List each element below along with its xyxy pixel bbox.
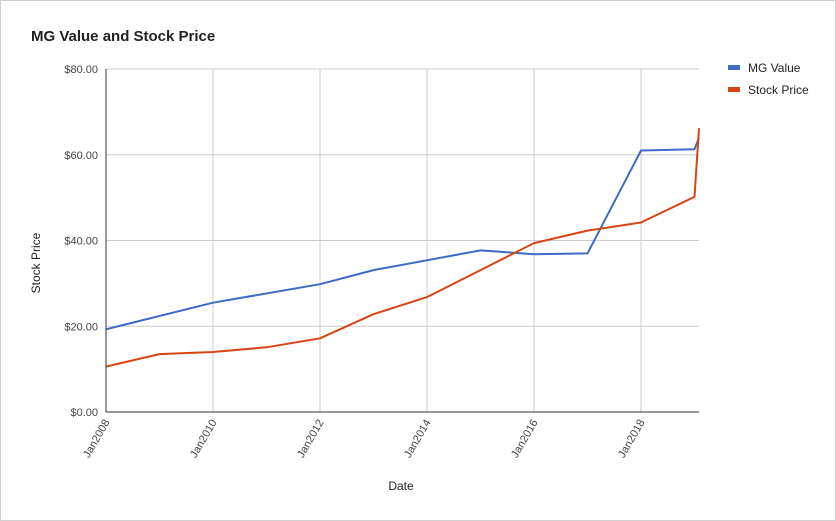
series-line-stock-price [105, 128, 700, 368]
x-tick-label: Jan2008 [81, 418, 113, 461]
x-axis-title: Date [388, 479, 414, 493]
x-tick-label: Jan2010 [188, 418, 220, 461]
legend: MG Value Stock Price [728, 61, 809, 97]
x-tick-label: Jan2014 [402, 418, 434, 461]
y-tick-label: $60.00 [64, 150, 98, 162]
chart-title: MG Value and Stock Price [31, 28, 216, 45]
y-tick-label: $40.00 [64, 236, 98, 248]
legend-swatch [728, 65, 740, 70]
legend-label: Stock Price [748, 83, 809, 97]
x-axis-ticks: Jan2008 Jan2010 Jan2012 Jan2014 Jan2016 Jan20… [81, 418, 648, 461]
y-tick-label: $20.00 [64, 321, 98, 333]
axes [105, 69, 699, 413]
y-tick-label: $0.00 [70, 407, 98, 419]
y-tick-label: $80.00 [64, 64, 98, 76]
y-axis-title: Stock Price [29, 232, 43, 293]
x-tick-label: Jan2016 [509, 418, 541, 461]
series-line-mg-value [105, 137, 700, 331]
grid-lines [105, 68, 699, 413]
legend-label: MG Value [748, 61, 801, 75]
legend-swatch [728, 87, 740, 92]
y-axis-ticks: $0.00 $20.00 $40.00 $60.00 $80.00 [64, 64, 98, 419]
x-tick-label: Jan2012 [295, 418, 327, 461]
series-lines [105, 128, 700, 368]
x-tick-label: Jan2018 [616, 418, 648, 461]
